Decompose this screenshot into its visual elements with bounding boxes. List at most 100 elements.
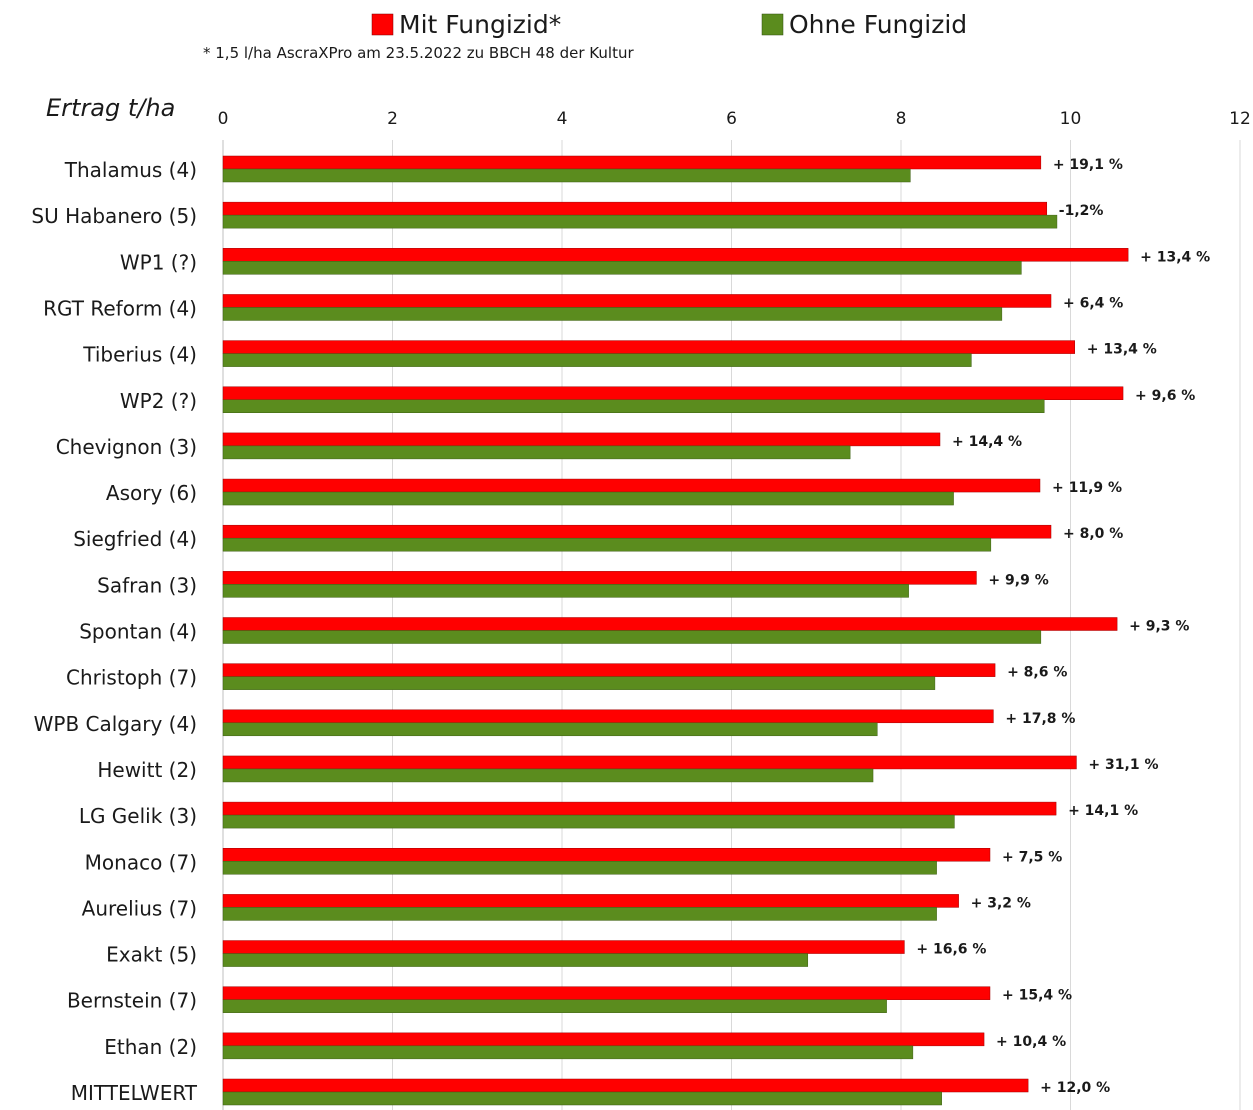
legend-swatch-mit-fungizid xyxy=(371,13,394,36)
bar-mit-fungizid-thalamus-4 xyxy=(222,155,1042,170)
data-label-mittelwert: + 12,0 % xyxy=(1040,1080,1110,1096)
data-label-hewitt-2: + 31,1 % xyxy=(1088,757,1158,773)
category-label-aurelius-7: Aurelius (7) xyxy=(82,896,197,920)
bar-mit-fungizid-spontan-4 xyxy=(222,617,1118,631)
chart-footnote: * 1,5 l/ha AscraXPro am 23.5.2022 zu BBC… xyxy=(203,44,634,62)
category-label-safran-3: Safran (3) xyxy=(97,573,197,597)
legend-label-ohne-fungizid: Ohne Fungizid xyxy=(789,10,967,39)
bar-mit-fungizid-mittelwert xyxy=(222,1078,1029,1093)
bar-mit-fungizid-ethan-2 xyxy=(222,1032,985,1047)
bar-ohne-fungizid-lg-gelik-3 xyxy=(222,814,955,829)
category-label-su-habanero-5: SU Habanero (5) xyxy=(31,204,197,228)
x-tick-label-0: 0 xyxy=(218,109,229,129)
category-label-siegfried-4: Siegfried (4) xyxy=(73,527,197,551)
bar-mit-fungizid-aurelius-7 xyxy=(222,894,959,908)
bar-mit-fungizid-hewitt-2 xyxy=(222,755,1077,770)
category-label-wp1: WP1 (?) xyxy=(120,250,197,274)
bar-ohne-fungizid-safran-3 xyxy=(222,584,909,598)
bar-mit-fungizid-siegfried-4 xyxy=(222,524,1052,539)
bar-mit-fungizid-wpb-calgary-4 xyxy=(222,709,994,724)
bar-mit-fungizid-wp1 xyxy=(222,248,1129,262)
data-label-christoph-7: + 8,6 % xyxy=(1007,665,1067,681)
category-label-wp2: WP2 (?) xyxy=(120,389,197,413)
bar-ohne-fungizid-asory-6 xyxy=(222,491,954,506)
data-label-spontan-4: + 9,3 % xyxy=(1129,619,1189,635)
data-label-wpb-calgary-4: + 17,8 % xyxy=(1005,711,1075,727)
bar-ohne-fungizid-christoph-7 xyxy=(222,676,936,690)
data-label-exakt-5: + 16,6 % xyxy=(916,942,986,958)
category-label-ethan-2: Ethan (2) xyxy=(104,1035,197,1059)
bar-ohne-fungizid-monaco-7 xyxy=(222,861,937,875)
bar-mit-fungizid-chevignon-3 xyxy=(222,432,941,447)
bar-mit-fungizid-lg-gelik-3 xyxy=(222,801,1057,816)
data-label-siegfried-4: + 8,0 % xyxy=(1063,526,1123,542)
data-label-ethan-2: + 10,4 % xyxy=(996,1034,1066,1050)
bar-mit-fungizid-safran-3 xyxy=(222,571,977,585)
data-label-wp2: + 9,6 % xyxy=(1135,388,1195,404)
data-label-aurelius-7: + 3,2 % xyxy=(971,895,1031,911)
bar-ohne-fungizid-wp1 xyxy=(222,261,1022,275)
x-tick-label-4: 4 xyxy=(557,109,568,129)
data-label-chevignon-3: + 14,4 % xyxy=(952,434,1022,450)
x-tick-label-12: 12 xyxy=(1229,109,1251,129)
data-label-monaco-7: + 7,5 % xyxy=(1002,849,1062,865)
category-label-spontan-4: Spontan (4) xyxy=(79,620,197,644)
category-label-christoph-7: Christoph (7) xyxy=(66,666,197,690)
data-label-su-habanero-5: -1,2% xyxy=(1059,203,1104,219)
category-label-rgt-reform-4: RGT Reform (4) xyxy=(43,296,197,320)
bar-ohne-fungizid-thalamus-4 xyxy=(222,168,911,183)
bar-ohne-fungizid-chevignon-3 xyxy=(222,445,851,460)
legend-label-mit-fungizid: Mit Fungizid* xyxy=(399,10,561,39)
bar-ohne-fungizid-siegfried-4 xyxy=(222,537,992,552)
category-labels: Thalamus (4) SU Habanero (5) WP1 (?) RGT Re… xyxy=(31,158,197,1105)
bar-mit-fungizid-asory-6 xyxy=(222,478,1041,493)
bar-ohne-fungizid-wp2 xyxy=(222,399,1045,413)
bar-ohne-fungizid-ethan-2 xyxy=(222,1045,914,1060)
category-label-exakt-5: Exakt (5) xyxy=(106,943,197,967)
category-label-bernstein-7: Bernstein (7) xyxy=(67,989,197,1013)
legend-swatch-ohne-fungizid xyxy=(761,13,784,36)
data-label-asory-6: + 11,9 % xyxy=(1052,480,1122,496)
data-labels: + 19,1 % -1,2% + 13,4 % + 6,4 % + 13,4 % + 9,… xyxy=(916,157,1210,1096)
bar-ohne-fungizid-spontan-4 xyxy=(222,630,1042,644)
data-label-lg-gelik-3: + 14,1 % xyxy=(1068,803,1138,819)
category-label-wpb-calgary-4: WPB Calgary (4) xyxy=(34,712,197,736)
bar-mit-fungizid-tiberius-4 xyxy=(222,340,1075,354)
bar-mit-fungizid-wp2 xyxy=(222,386,1124,400)
bar-mit-fungizid-bernstein-7 xyxy=(222,986,991,1000)
x-tick-label-10: 10 xyxy=(1060,109,1082,129)
bar-ohne-fungizid-exakt-5 xyxy=(222,953,809,967)
bar-ohne-fungizid-wpb-calgary-4 xyxy=(222,722,878,737)
bar-ohne-fungizid-bernstein-7 xyxy=(222,999,887,1013)
bar-ohne-fungizid-tiberius-4 xyxy=(222,353,972,367)
x-tick-label-8: 8 xyxy=(896,109,907,129)
data-label-safran-3: + 9,9 % xyxy=(988,572,1048,588)
axis-title: Ertrag t/ha xyxy=(46,94,175,122)
data-label-bernstein-7: + 15,4 % xyxy=(1002,988,1072,1004)
category-label-tiberius-4: Tiberius (4) xyxy=(82,343,197,367)
bar-ohne-fungizid-rgt-reform-4 xyxy=(222,307,1003,321)
data-label-rgt-reform-4: + 6,4 % xyxy=(1063,295,1123,311)
bar-mit-fungizid-rgt-reform-4 xyxy=(222,294,1052,308)
category-label-hewitt-2: Hewitt (2) xyxy=(97,758,197,782)
data-label-thalamus-4: + 19,1 % xyxy=(1053,157,1123,173)
bar-ohne-fungizid-su-habanero-5 xyxy=(222,214,1058,229)
bar-mit-fungizid-monaco-7 xyxy=(222,848,991,862)
bar-ohne-fungizid-mittelwert xyxy=(222,1091,942,1106)
category-label-mittelwert: MITTELWERT xyxy=(71,1081,198,1105)
x-tick-label-6: 6 xyxy=(726,109,737,129)
category-label-lg-gelik-3: LG Gelik (3) xyxy=(79,804,197,828)
bars xyxy=(222,155,1129,1106)
category-label-asory-6: Asory (6) xyxy=(106,481,197,505)
bar-mit-fungizid-christoph-7 xyxy=(222,663,996,677)
category-label-thalamus-4: Thalamus (4) xyxy=(64,158,197,182)
category-label-monaco-7: Monaco (7) xyxy=(85,850,197,874)
x-tick-label-2: 2 xyxy=(387,109,398,129)
x-axis-ticks: 0 2 4 6 8 10 12 xyxy=(218,109,1251,129)
bar-mit-fungizid-exakt-5 xyxy=(222,940,905,954)
data-label-wp1: + 13,4 % xyxy=(1140,249,1210,265)
bar-ohne-fungizid-hewitt-2 xyxy=(222,768,874,783)
bar-ohne-fungizid-aurelius-7 xyxy=(222,907,937,921)
